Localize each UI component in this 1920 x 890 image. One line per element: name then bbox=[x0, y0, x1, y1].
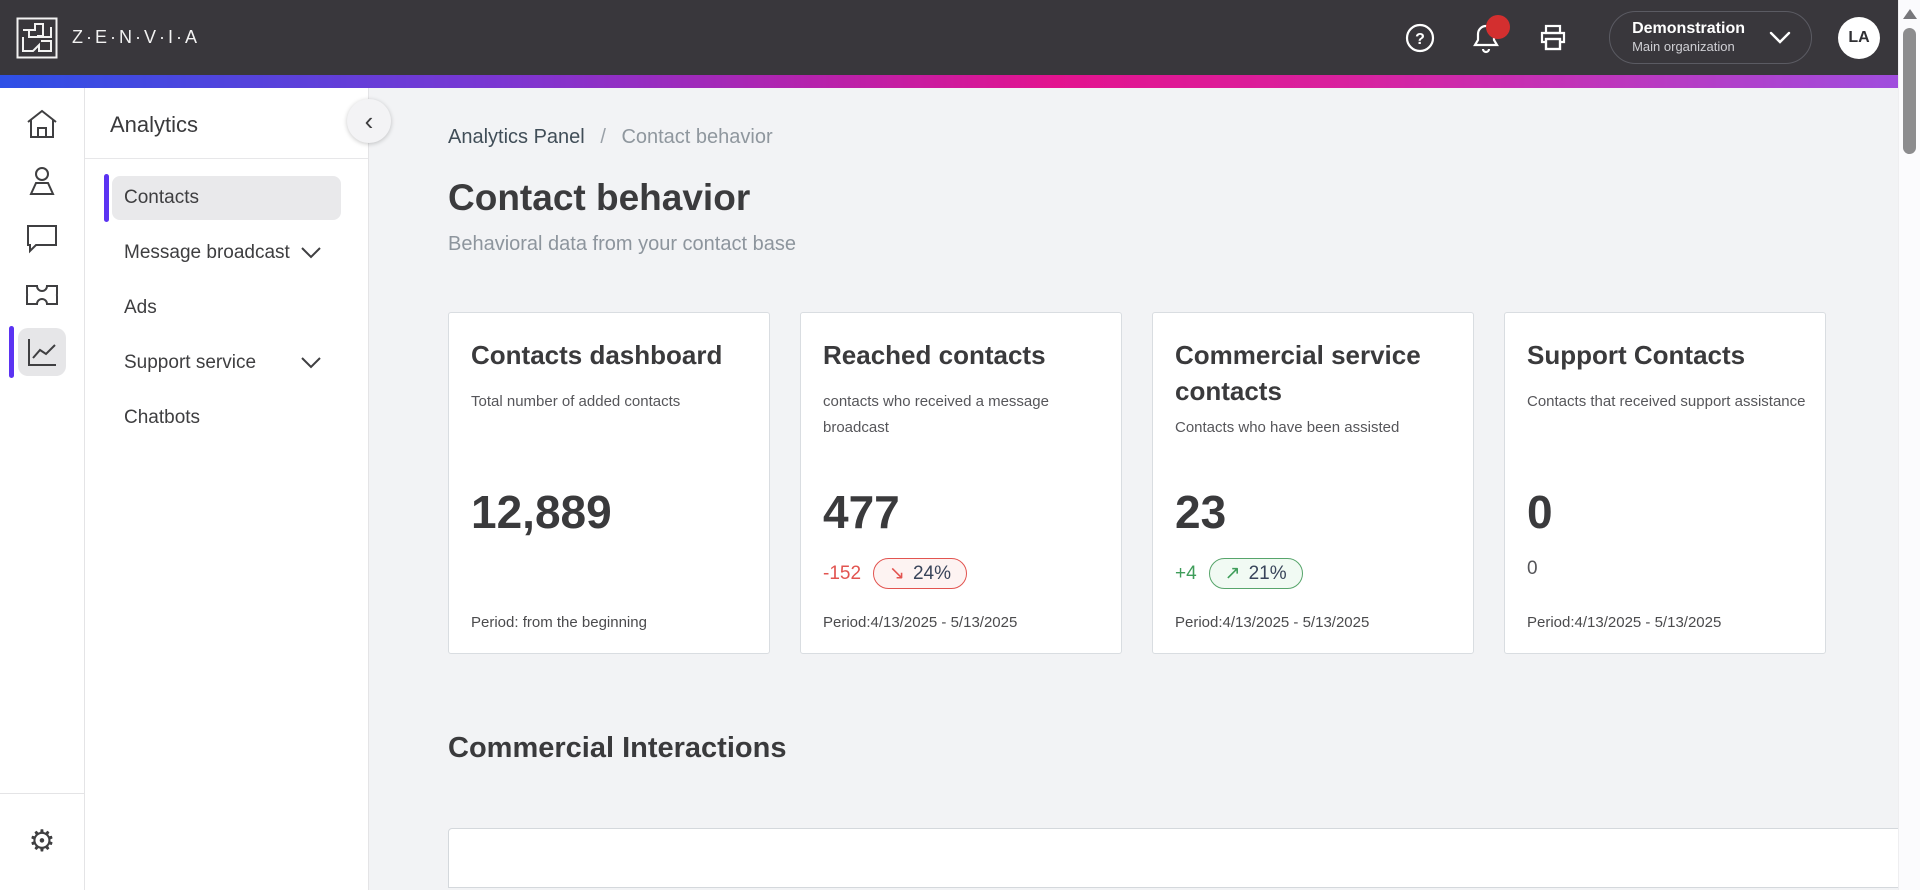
sidebar-collapse-button[interactable]: ‹ bbox=[347, 99, 391, 143]
ticket-icon bbox=[24, 281, 60, 309]
page-subtitle: Behavioral data from your contact base bbox=[448, 233, 796, 255]
sidebar-item-label: Chatbots bbox=[124, 407, 201, 428]
brand: Z·E·N·V·I·A bbox=[16, 17, 200, 59]
organization-subtitle: Main organization bbox=[1632, 39, 1735, 55]
card-value: 12,889 bbox=[471, 486, 612, 538]
sidebar-item-chatbots[interactable]: Chatbots bbox=[112, 396, 341, 440]
printer-icon bbox=[1537, 23, 1569, 53]
card-description: Contacts that received support assistanc… bbox=[1527, 393, 1806, 410]
card-title: Reached contacts bbox=[823, 340, 1046, 370]
sidebar-item-message-broadcast[interactable]: Message broadcast bbox=[112, 231, 341, 275]
help-button[interactable]: ? bbox=[1405, 23, 1435, 53]
organization-name: Demonstration bbox=[1632, 20, 1745, 38]
card-delta: 0 bbox=[1527, 558, 1538, 579]
sidebar: Analytics Contacts Message broadcast Ads bbox=[85, 88, 369, 890]
main-content: Analytics Panel / Contact behavior Conta… bbox=[369, 88, 1920, 890]
scroll-up-arrow[interactable] bbox=[1903, 9, 1917, 19]
breadcrumb-current: Contact behavior bbox=[621, 126, 773, 148]
card-period: Period:4/13/2025 - 5/13/2025 bbox=[1175, 614, 1370, 631]
card-description: Total number of added contacts bbox=[471, 393, 681, 410]
card-description: contacts who received a message broadcas… bbox=[823, 393, 1049, 437]
analytics-chart-icon bbox=[25, 336, 59, 368]
kpi-cards-row: Contacts dashboard Total number of added… bbox=[448, 312, 1903, 654]
breadcrumb-analytics-panel[interactable]: Analytics Panel bbox=[448, 126, 585, 148]
card-period: Period:4/13/2025 - 5/13/2025 bbox=[1527, 614, 1722, 631]
brand-name: Z·E·N·V·I·A bbox=[72, 27, 200, 47]
active-rail-indicator bbox=[9, 326, 14, 378]
rail-settings-button[interactable]: ⚙ bbox=[18, 818, 66, 866]
chat-icon bbox=[25, 222, 59, 254]
card-reached-contacts: Reached contacts contacts who received a… bbox=[800, 312, 1122, 654]
notification-dot bbox=[1486, 14, 1511, 39]
breadcrumb: Analytics Panel / Contact behavior bbox=[448, 126, 1903, 149]
card-period: Period:4/13/2025 - 5/13/2025 bbox=[823, 614, 1018, 631]
page-title: Contact behavior bbox=[448, 177, 751, 218]
active-item-indicator bbox=[104, 174, 109, 222]
badge-percentage: 21% bbox=[1248, 562, 1287, 584]
trend-badge: ↘ 24% bbox=[873, 558, 967, 589]
scrollbar-thumb[interactable] bbox=[1903, 28, 1916, 154]
chevron-down-icon bbox=[1769, 31, 1791, 45]
trend-down-icon: ↘ bbox=[889, 563, 905, 584]
rail-analytics-button[interactable] bbox=[9, 326, 66, 378]
brand-gradient-bar bbox=[0, 75, 1920, 88]
commercial-interactions-card bbox=[448, 828, 1903, 888]
card-delta: -152 bbox=[823, 562, 862, 584]
card-delta: +4 bbox=[1175, 562, 1197, 584]
notifications-button[interactable] bbox=[1471, 14, 1511, 54]
sidebar-item-support-service[interactable]: Support service bbox=[112, 341, 341, 385]
home-icon bbox=[25, 108, 59, 140]
chevron-down-icon bbox=[301, 357, 321, 369]
rail-divider bbox=[0, 793, 85, 794]
section-title-commercial-interactions: Commercial Interactions bbox=[448, 732, 787, 764]
chevron-down-icon bbox=[301, 247, 321, 259]
help-icon: ? bbox=[1405, 23, 1435, 53]
organization-selector[interactable]: Demonstration Main organization bbox=[1609, 11, 1812, 64]
sidebar-item-label: Message broadcast bbox=[124, 242, 290, 263]
zenvia-logo-icon bbox=[16, 17, 58, 59]
card-period: Period: from the beginning bbox=[471, 614, 647, 631]
card-title: Contacts dashboard bbox=[471, 340, 723, 370]
card-value: 477 bbox=[823, 486, 900, 538]
svg-text:?: ? bbox=[1415, 31, 1425, 48]
topbar-actions: ? bbox=[1369, 11, 1880, 64]
sidebar-item-label: Contacts bbox=[124, 187, 199, 208]
rail-chat-button[interactable] bbox=[18, 214, 66, 262]
card-title: Commercial service contacts bbox=[1175, 340, 1421, 407]
gear-icon: ⚙ bbox=[28, 825, 56, 858]
card-title: Support Contacts bbox=[1527, 340, 1746, 370]
top-navigation-bar: Z·E·N·V·I·A ? bbox=[0, 0, 1920, 75]
card-value: 0 bbox=[1527, 486, 1553, 538]
scrollbar[interactable] bbox=[1898, 0, 1920, 890]
person-icon bbox=[26, 165, 58, 197]
sidebar-menu: Contacts Message broadcast Ads Support s… bbox=[85, 159, 368, 440]
trend-badge: ↗ 21% bbox=[1208, 558, 1303, 589]
rail-home-button[interactable] bbox=[18, 100, 66, 148]
breadcrumb-separator: / bbox=[600, 126, 606, 148]
sidebar-item-label: Support service bbox=[124, 352, 257, 373]
print-button[interactable] bbox=[1537, 23, 1569, 53]
badge-percentage: 24% bbox=[912, 562, 951, 584]
sidebar-item-ads[interactable]: Ads bbox=[112, 286, 341, 330]
card-description: Contacts who have been assisted bbox=[1175, 419, 1400, 436]
card-commercial-service-contacts: Commercial service contacts Contacts who… bbox=[1152, 312, 1474, 654]
card-support-contacts: Support Contacts Contacts that received … bbox=[1504, 312, 1826, 654]
rail-ticket-button[interactable] bbox=[18, 271, 66, 319]
trend-up-icon: ↗ bbox=[1224, 563, 1241, 584]
sidebar-title: Analytics bbox=[110, 112, 199, 137]
sidebar-item-contacts[interactable]: Contacts bbox=[104, 174, 341, 222]
rail-contacts-button[interactable] bbox=[18, 157, 66, 205]
card-value: 23 bbox=[1175, 486, 1227, 538]
card-contacts-dashboard: Contacts dashboard Total number of added… bbox=[448, 312, 770, 654]
sidebar-item-label: Ads bbox=[124, 297, 157, 318]
icon-rail: ⚙ bbox=[0, 88, 85, 890]
avatar[interactable]: LA bbox=[1838, 16, 1880, 59]
